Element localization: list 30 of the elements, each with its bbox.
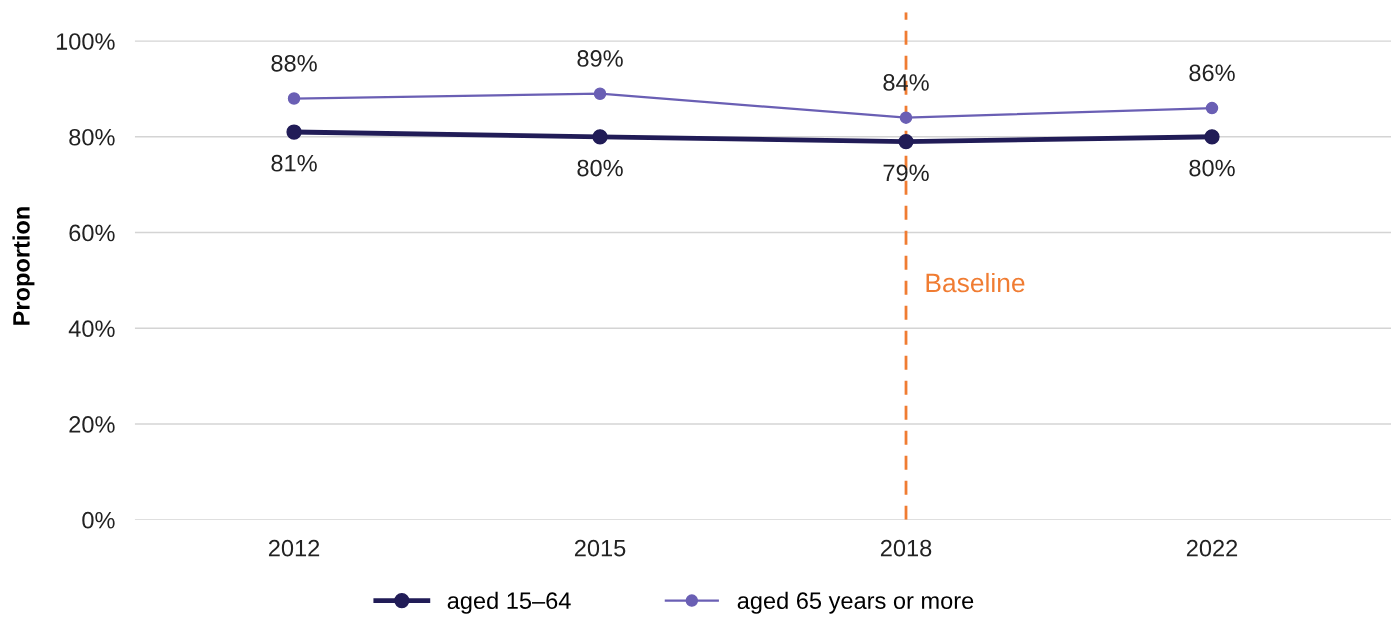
data-label: 81%: [271, 154, 317, 172]
legend-label: aged 15–64: [447, 591, 571, 614]
x-tick-label: 2012: [268, 539, 320, 557]
data-label: 88%: [271, 54, 317, 72]
point: [287, 92, 301, 105]
point: [1205, 101, 1219, 115]
x-tick-label: 2022: [1186, 539, 1238, 557]
y-tick-label: 100%: [56, 33, 115, 50]
legend-label: aged 65 years or more: [737, 591, 974, 614]
point: [592, 129, 608, 145]
x-tick-label: 2018: [880, 539, 932, 557]
y-tick-label: 80%: [69, 128, 115, 146]
data-label: 79%: [883, 164, 929, 182]
y-tick-label: 0%: [82, 511, 115, 529]
point: [286, 124, 302, 140]
x-tick-label: 2015: [574, 539, 626, 557]
data-label: 80%: [1189, 159, 1235, 177]
data-label: 84%: [883, 74, 929, 91]
ref-line-label: Baseline: [926, 272, 1025, 293]
data-label: 80%: [577, 159, 623, 177]
y-tick-label: 40%: [68, 320, 115, 338]
y-tick-label: 60%: [69, 224, 115, 242]
point: [898, 133, 914, 150]
y-axis-title: Proportion: [12, 207, 35, 325]
data-label: 86%: [1189, 64, 1235, 82]
point: [1204, 129, 1220, 145]
point: [593, 87, 607, 100]
y-tick-label: 20%: [69, 416, 115, 433]
point: [899, 111, 913, 124]
data-label: 89%: [577, 50, 623, 67]
